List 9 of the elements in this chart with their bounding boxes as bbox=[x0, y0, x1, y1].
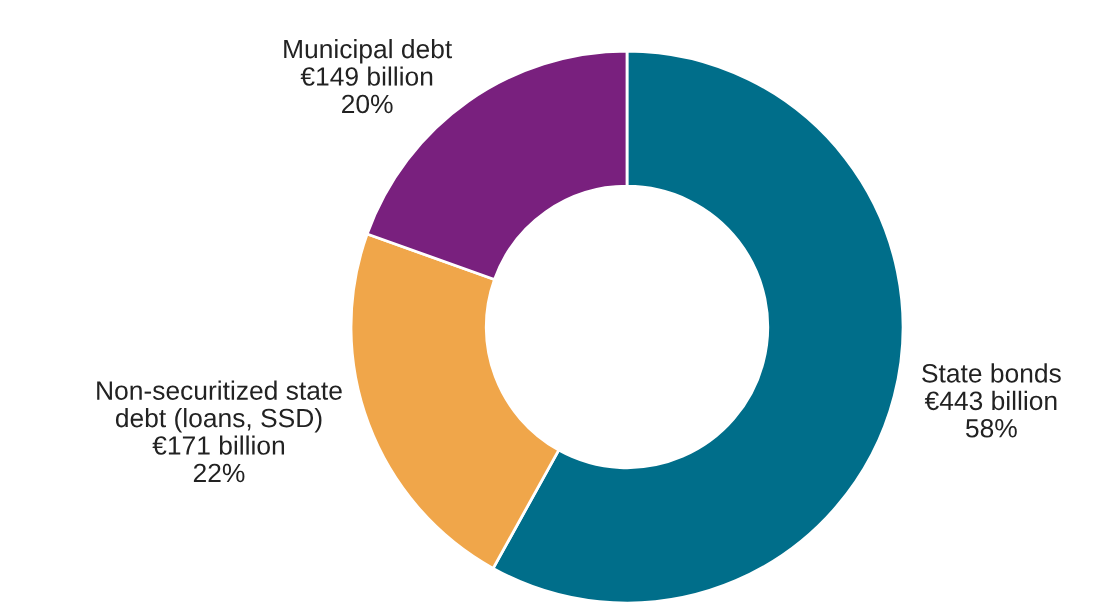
text: 22% bbox=[193, 463, 245, 483]
data-label: €149 billion bbox=[300, 66, 433, 86]
slice-label: State bonds bbox=[922, 363, 1061, 383]
slice-label: Municipal debt bbox=[284, 39, 453, 64]
data-label: €443 billion bbox=[924, 390, 1057, 411]
text: 58% bbox=[965, 418, 1017, 438]
data-label: €171 billion bbox=[152, 435, 285, 455]
slice-label: Non-securitized state debt (loans, SSD) bbox=[97, 380, 342, 433]
text: 20% bbox=[342, 94, 393, 114]
